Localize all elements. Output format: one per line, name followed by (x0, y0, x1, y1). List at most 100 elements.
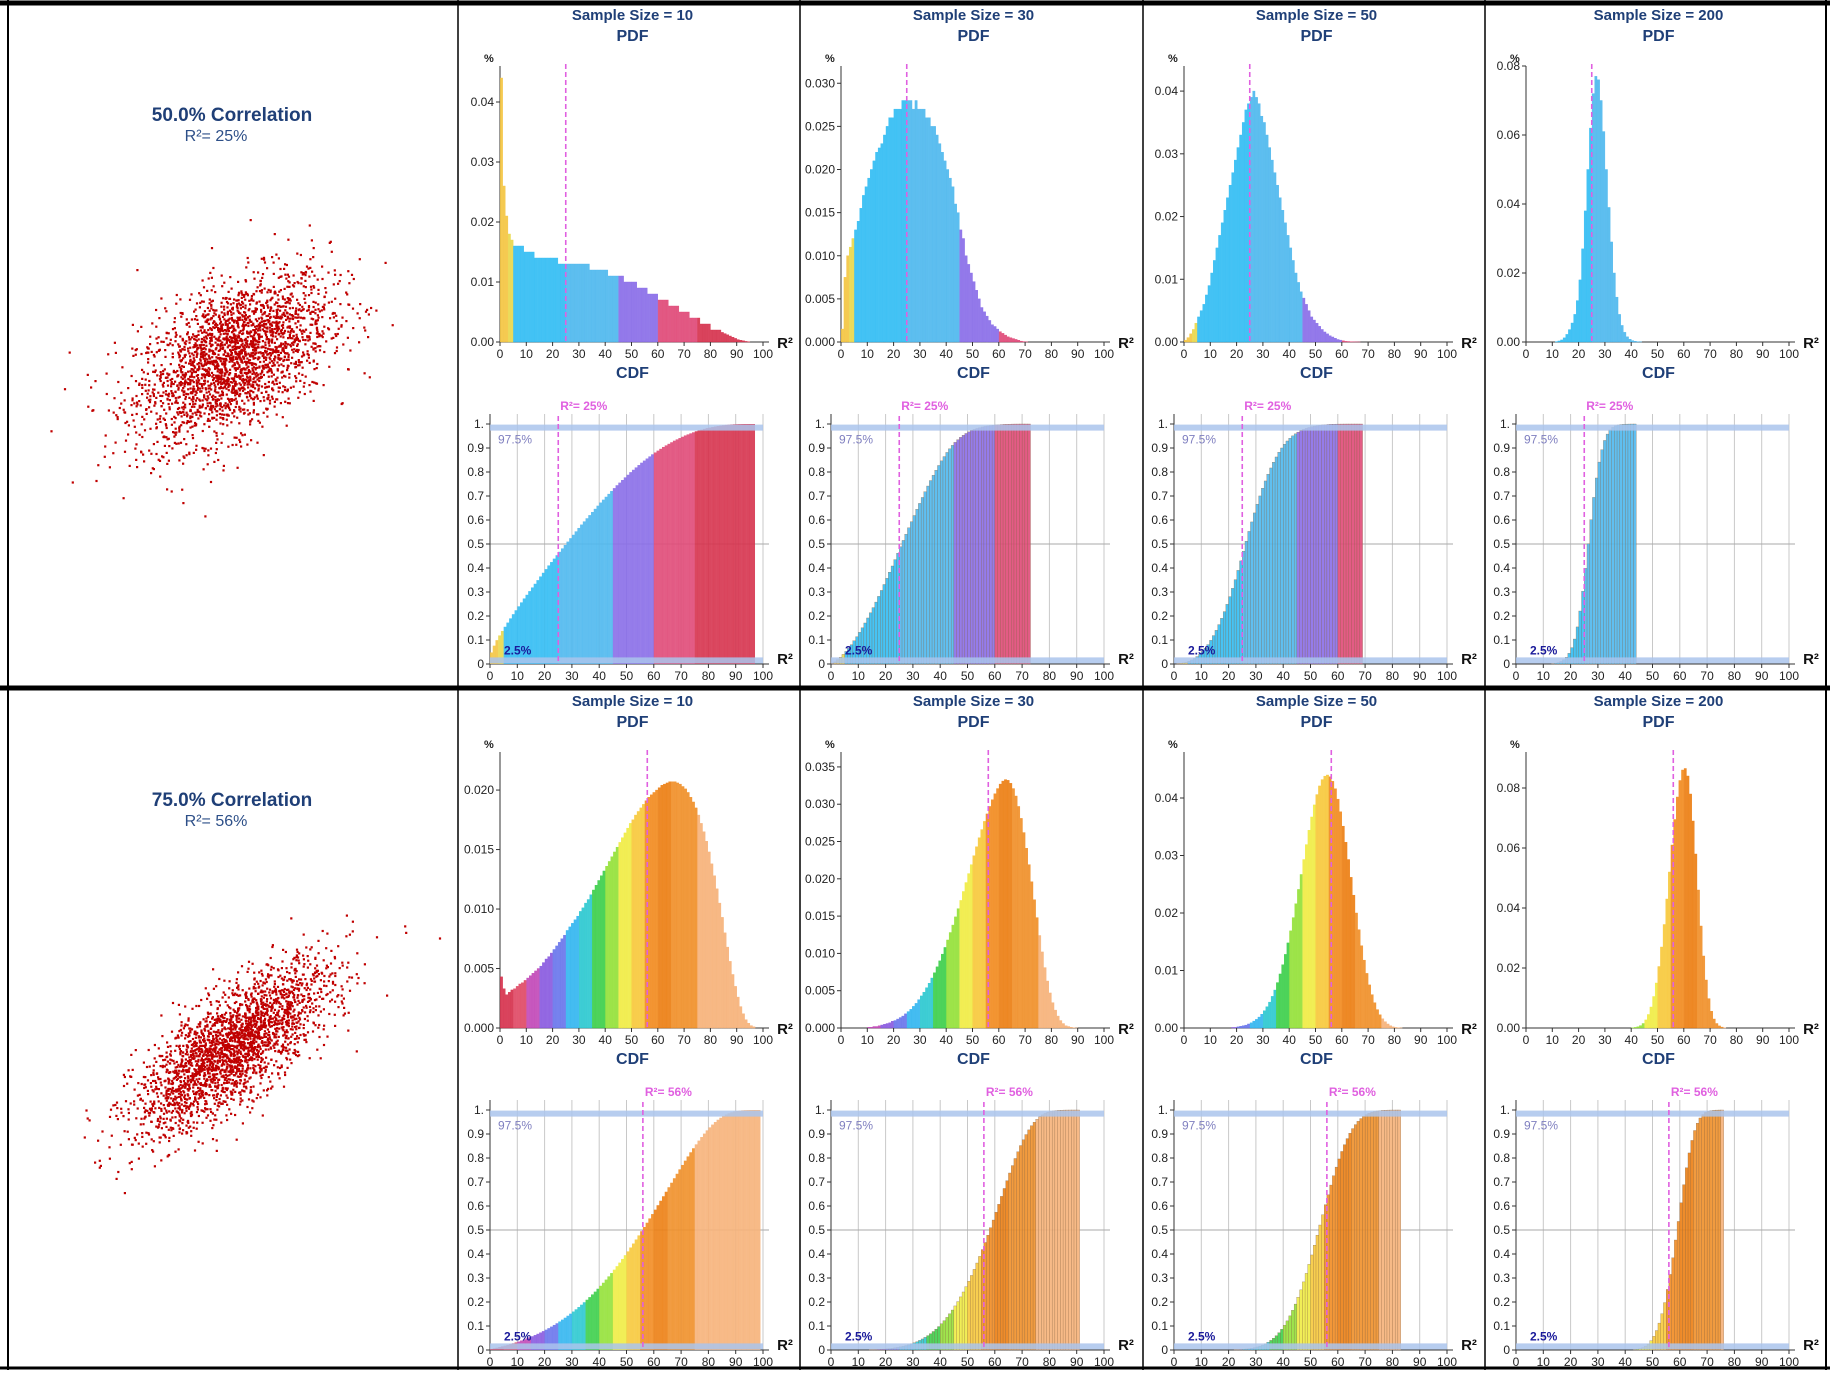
scatter-point (285, 1023, 288, 1026)
scatter-point (225, 1011, 228, 1014)
scatter-point (214, 402, 217, 405)
scatter-point (328, 365, 331, 368)
scatter-point (266, 291, 269, 294)
scatter-point (329, 962, 333, 965)
scatter-point (359, 303, 362, 306)
scatter-point (271, 1072, 274, 1075)
scatter-point (210, 1044, 213, 1047)
scatter-point (291, 317, 295, 321)
scatter-point (164, 1086, 167, 1089)
scatter-point (223, 382, 226, 385)
scatter-point (299, 379, 302, 382)
scatter-point (152, 388, 155, 391)
scatter-point (194, 1091, 197, 1094)
scatter-point (200, 300, 204, 303)
scatter-point (238, 331, 241, 334)
scatter-point (231, 359, 234, 362)
scatter-point (168, 1136, 171, 1139)
scatter-point (251, 1032, 254, 1035)
scatter-point (247, 413, 250, 416)
scatter-point (255, 290, 258, 293)
scatter-point (199, 411, 202, 414)
scatter-point (215, 366, 218, 369)
scatter-point (218, 317, 221, 320)
scatter-point (219, 322, 222, 325)
scatter-point (268, 348, 271, 351)
scatter-point (283, 1046, 286, 1049)
scatter-point (303, 987, 306, 990)
scatter-point (200, 349, 203, 352)
scatter-point (262, 1023, 265, 1026)
scatter-point (181, 312, 184, 315)
scatter-point (202, 447, 205, 450)
scatter-point (167, 402, 170, 406)
scatter-point (306, 335, 309, 338)
scatter-point (239, 329, 242, 333)
scatter-point (204, 515, 207, 518)
scatter-point (245, 380, 248, 383)
scatter-point (306, 350, 309, 353)
scatter-point (240, 292, 243, 295)
scatter-point (151, 1149, 154, 1152)
scatter-point (259, 1016, 262, 1019)
scatter-point (333, 1013, 336, 1016)
scatter-point (214, 1048, 217, 1051)
scatter-point (170, 385, 173, 388)
scatter-point (196, 397, 199, 400)
scatter-point (164, 393, 168, 396)
scatter-point (349, 349, 352, 352)
scatter-point (241, 329, 244, 332)
scatter-point (199, 1083, 202, 1086)
scatter-point (216, 1015, 220, 1018)
scatter-point (184, 1058, 187, 1061)
scatter-point (259, 321, 262, 325)
scatter-point (178, 428, 181, 431)
scatter-point (155, 325, 158, 328)
scatter-point (252, 398, 255, 401)
scatter-point (294, 1000, 297, 1003)
scatter-point (168, 1110, 171, 1113)
scatter-point (266, 327, 269, 330)
scatter-point (173, 441, 176, 444)
scatter-point (189, 378, 192, 382)
scatter-point (237, 334, 240, 337)
scatter-point (174, 331, 177, 334)
scatter-point (184, 1084, 187, 1087)
scatter-point (348, 976, 351, 979)
scatter-point (318, 335, 321, 338)
scatter-point (265, 1011, 268, 1014)
scatter-point (227, 1081, 230, 1084)
scatter-point (265, 408, 269, 411)
scatter-point (247, 1029, 250, 1032)
scatter-point (254, 381, 257, 384)
scatter-point (276, 294, 279, 297)
scatter-point (207, 1029, 210, 1032)
scatter-point (187, 1126, 190, 1129)
scatter-point (222, 1053, 225, 1056)
scatter-point (136, 330, 139, 333)
scatter-point (275, 413, 278, 416)
scatter-point (213, 384, 216, 387)
scatter-point (162, 1112, 166, 1115)
scatter-point (216, 357, 219, 360)
scatter-point (194, 370, 197, 374)
scatter-point (177, 1085, 181, 1088)
scatter-point (113, 397, 116, 400)
scatter-point (227, 996, 230, 999)
scatter-point (228, 297, 232, 300)
scatter-point (301, 1010, 304, 1013)
scatter-point (356, 952, 359, 955)
scatter-point (183, 456, 186, 459)
scatter-point (296, 956, 300, 959)
scatter-point (188, 1056, 191, 1059)
scatter-point (283, 374, 286, 377)
scatter-point (262, 1007, 265, 1010)
scatter-point (314, 312, 317, 315)
scatter-point (235, 375, 238, 378)
scatter-point (218, 371, 221, 374)
scatter-point (237, 1033, 240, 1037)
scatter-point (196, 1080, 200, 1083)
scatter-point (264, 1041, 267, 1044)
scatter-point (205, 362, 208, 365)
scatter-point (86, 1117, 89, 1120)
